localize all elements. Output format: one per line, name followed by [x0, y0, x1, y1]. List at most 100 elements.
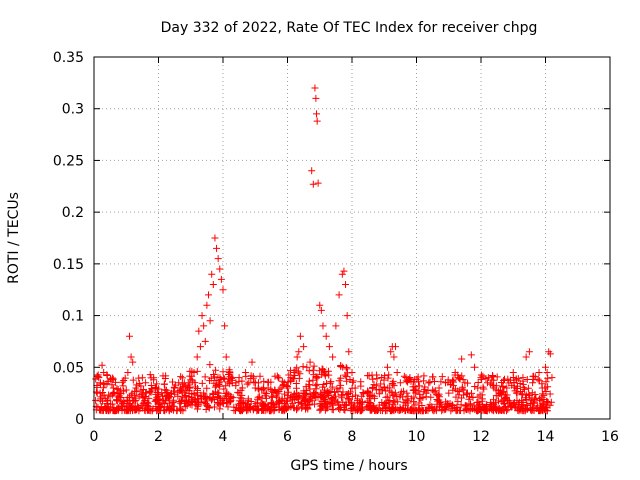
background-data-point [275, 388, 283, 396]
background-data-point [530, 375, 538, 383]
data-point [435, 384, 443, 392]
background-data-point [438, 373, 446, 381]
background-data-point [93, 372, 101, 380]
background-data-point [384, 393, 392, 401]
background-data-point [215, 381, 223, 389]
background-data-point [186, 398, 194, 406]
background-data-point [512, 403, 520, 411]
background-data-point [274, 398, 282, 406]
background-data-point [119, 400, 127, 408]
background-data-point [292, 384, 300, 392]
background-data-point [227, 398, 235, 406]
background-data-point [519, 390, 527, 398]
background-data-point [370, 381, 378, 389]
background-data-point [309, 376, 317, 384]
data-point [177, 386, 185, 394]
background-data-point [538, 393, 546, 401]
data-point [343, 312, 351, 320]
data-point [217, 275, 225, 283]
background-data-point [185, 389, 193, 397]
x-tick-label: 14 [537, 429, 555, 445]
data-point [280, 379, 288, 387]
background-data-point [346, 388, 354, 396]
data-point [546, 350, 554, 358]
data-point [442, 379, 450, 387]
y-tick-label: 0.2 [62, 205, 84, 221]
background-data-point [239, 400, 247, 408]
data-point [167, 389, 175, 397]
background-data-point [381, 400, 389, 408]
background-data-point [93, 381, 101, 389]
background-data-point [404, 378, 412, 386]
background-data-point [205, 377, 213, 385]
background-data-point [378, 398, 386, 406]
y-tick-label: 0 [75, 412, 84, 428]
data-point [145, 394, 153, 402]
data-point [271, 386, 279, 394]
background-data-point [238, 399, 246, 407]
background-data-point [165, 407, 173, 415]
background-data-point [153, 380, 161, 388]
background-data-point [525, 390, 533, 398]
background-data-point [335, 377, 343, 385]
x-axis-label: GPS time / hours [290, 458, 407, 474]
data-point [95, 374, 103, 382]
data-point [222, 353, 230, 361]
data-point [235, 374, 243, 382]
background-data-point [146, 371, 154, 379]
background-data-point [474, 407, 482, 415]
data-point [393, 368, 401, 376]
background-data-point [337, 361, 345, 369]
y-tick-label: 0.25 [53, 153, 84, 169]
background-data-point [495, 397, 503, 405]
background-data-point [191, 379, 199, 387]
background-data-point [243, 380, 251, 388]
data-point [242, 368, 250, 376]
background-data-point [278, 406, 286, 414]
x-tick-label: 12 [472, 429, 490, 445]
background-data-point [463, 389, 471, 397]
data-point [119, 382, 127, 390]
background-data-point [293, 364, 301, 372]
background-data-point [382, 387, 390, 395]
background-data-point [163, 391, 171, 399]
data-point [317, 306, 325, 314]
background-data-point [448, 377, 456, 385]
background-data-point [310, 371, 318, 379]
data-point [416, 394, 424, 402]
background-data-point [163, 403, 171, 411]
background-data-point [105, 405, 113, 413]
data-point [284, 384, 291, 392]
data-point [129, 358, 137, 366]
data-points [92, 84, 556, 415]
background-data-point [357, 382, 365, 390]
background-data-point [125, 407, 133, 415]
background-data-point [215, 389, 223, 397]
background-data-point [311, 388, 319, 396]
background-data-point [310, 362, 318, 370]
background-data-point [402, 374, 410, 382]
background-data-point [134, 403, 142, 411]
background-data-point [101, 380, 109, 388]
background-data-point [281, 390, 289, 398]
data-point [127, 353, 135, 361]
data-point [267, 392, 275, 400]
background-data-point [381, 372, 389, 380]
background-data-point [457, 394, 465, 402]
background-data-point [98, 406, 106, 414]
chart-title: Day 332 of 2022, Rate Of TEC Index for r… [161, 20, 538, 36]
data-point [248, 358, 256, 366]
background-data-point [318, 401, 326, 409]
background-data-point [325, 388, 333, 396]
data-point [454, 374, 462, 382]
x-tick-label: 0 [90, 429, 99, 445]
data-point [132, 384, 140, 392]
data-point [135, 392, 143, 400]
background-data-point [521, 407, 529, 415]
data-point [96, 379, 104, 387]
background-data-point [211, 388, 219, 396]
background-data-point [300, 390, 308, 398]
data-point [206, 317, 214, 325]
data-point [93, 389, 101, 397]
background-data-point [408, 395, 416, 403]
